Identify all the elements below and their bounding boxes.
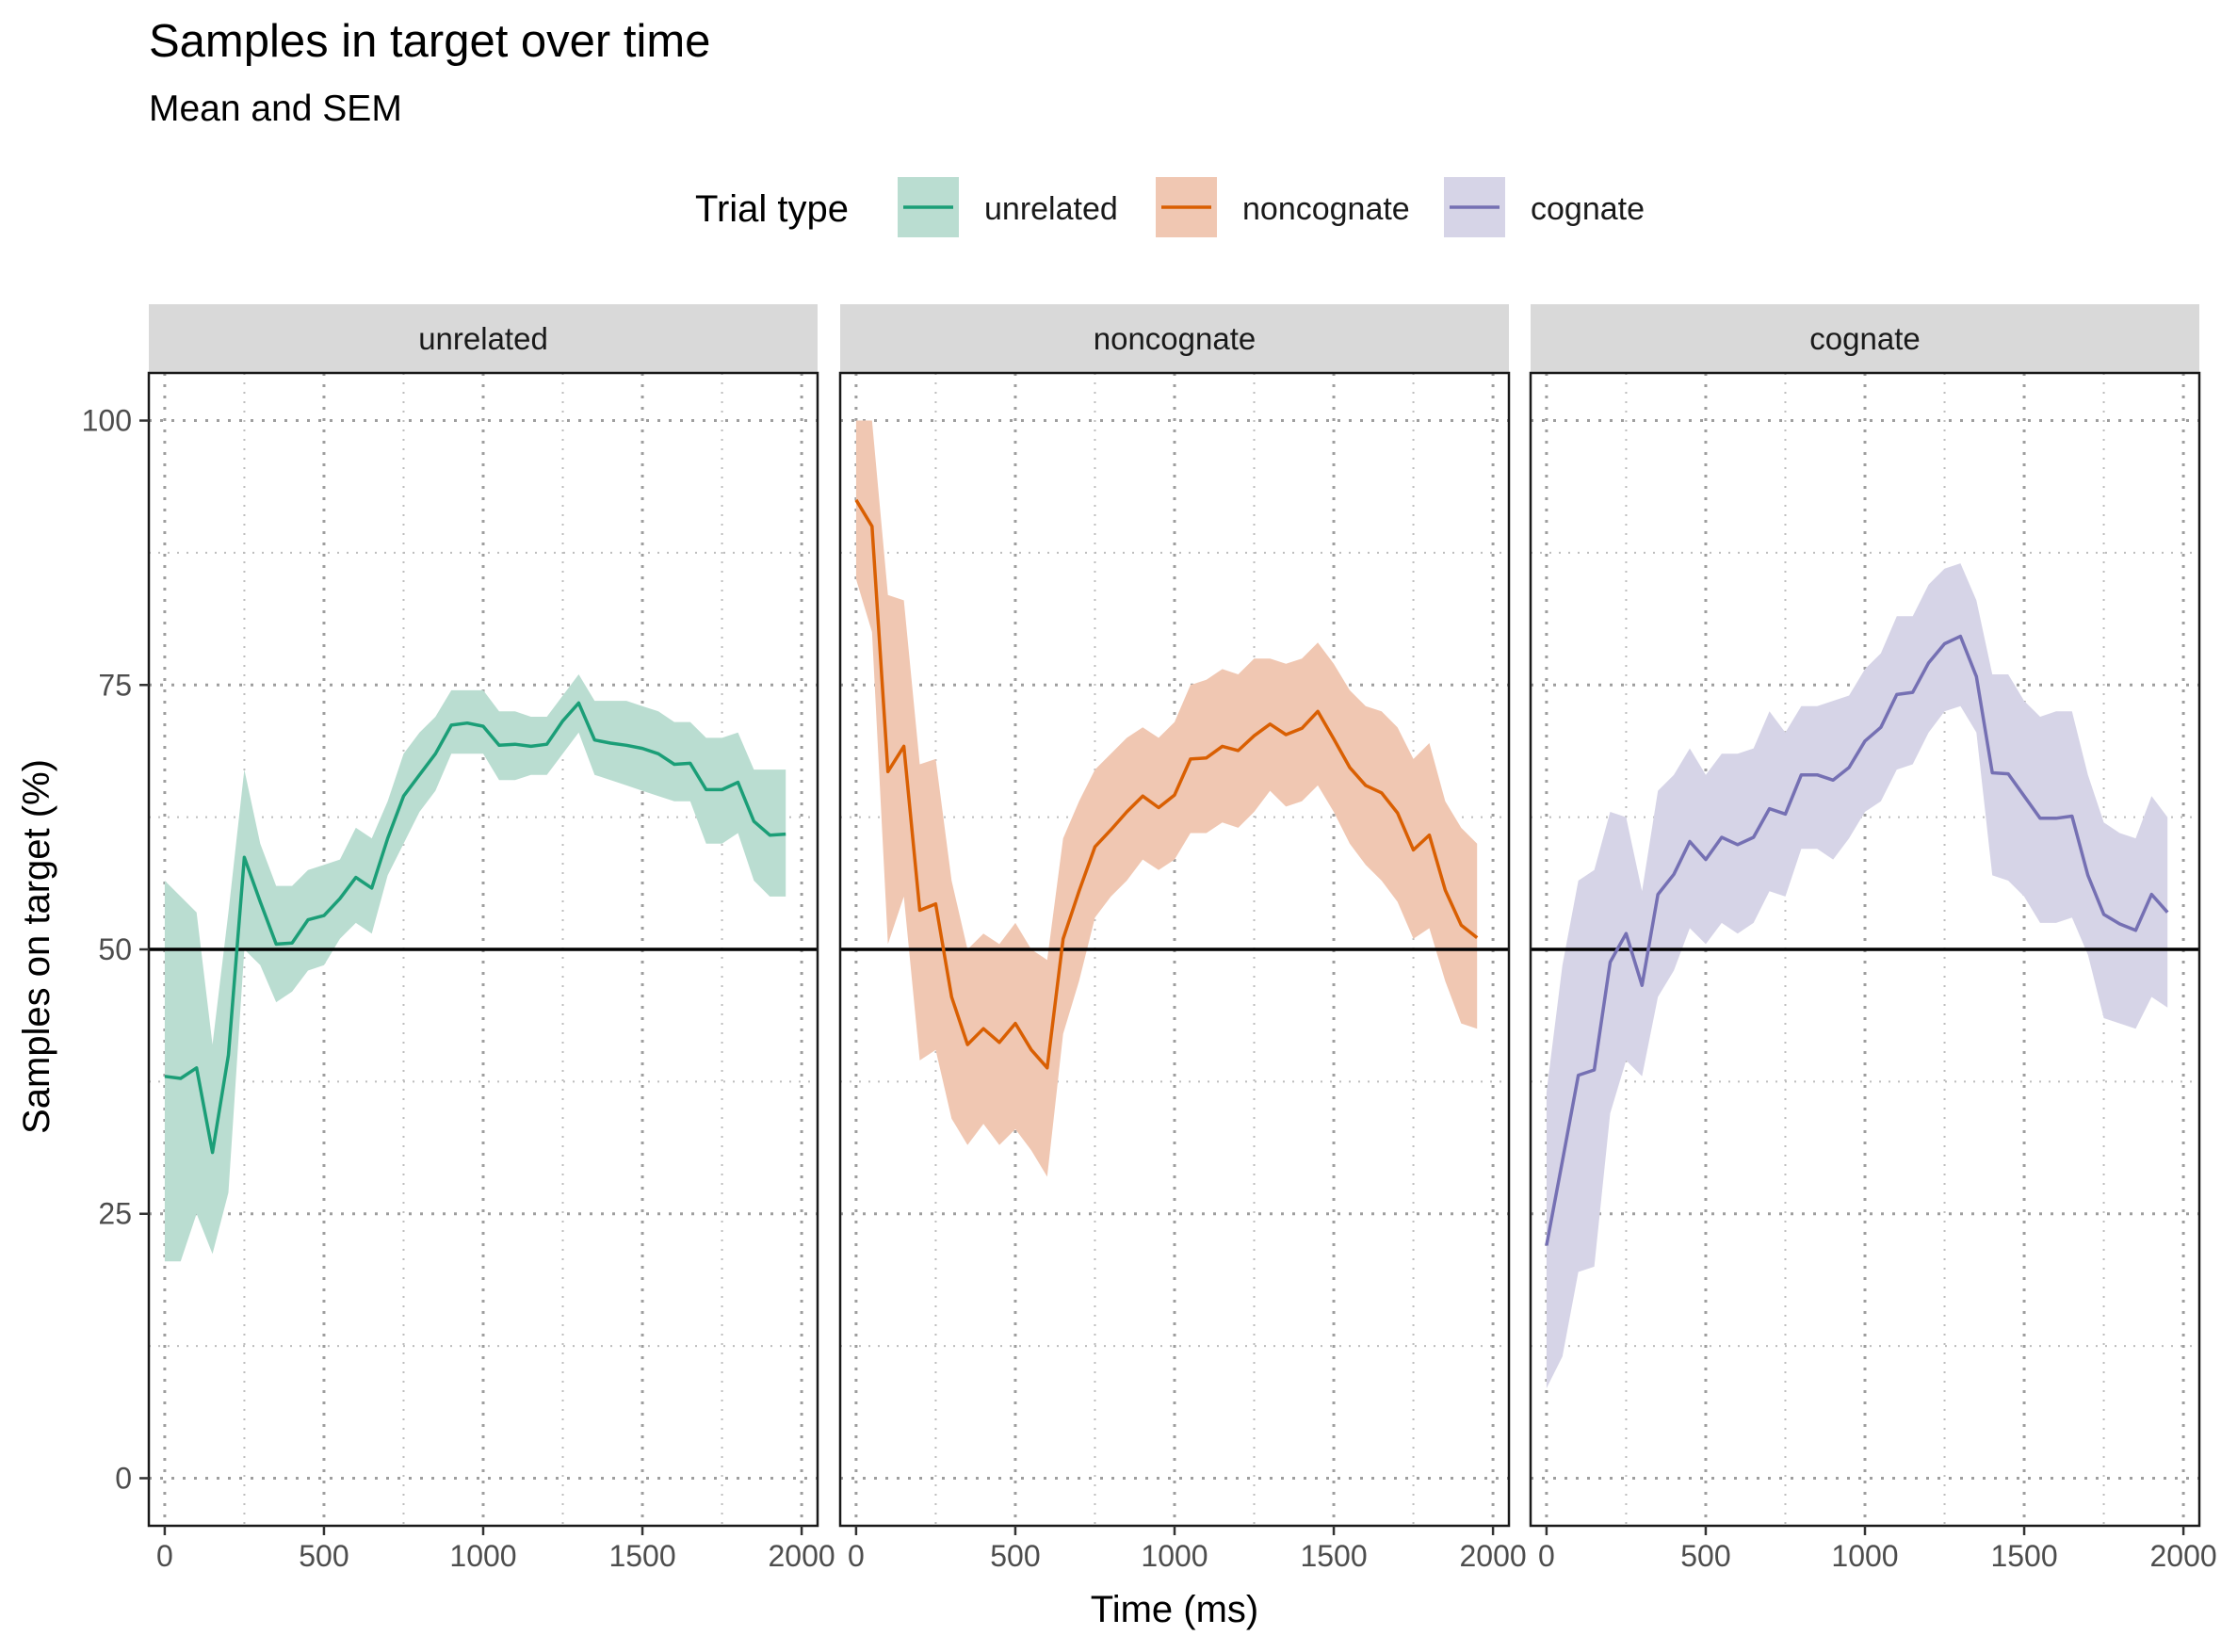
legend-item-cognate: cognate [1444,177,1645,237]
mean-line-unrelated [164,701,786,1155]
strip-unrelated [149,304,818,373]
x-tick-label: 2000 [769,1539,835,1573]
x-tick-label: 500 [990,1539,1040,1573]
legend-item-noncognate: noncognate [1156,177,1410,237]
legend-item-unrelated: unrelated [898,177,1118,237]
legend-label-cognate: cognate [1531,191,1645,227]
y-tick-label: 25 [98,1197,132,1231]
strip-label-cognate: cognate [1809,321,1920,356]
chart-subtitle: Mean and SEM [149,89,402,129]
y-tick-label: 75 [98,668,132,702]
legend: Trial type unrelated noncognate cognate [695,177,1645,237]
sem-ribbon-noncognate [855,420,1478,1177]
strip-noncognate [840,304,1509,373]
x-tick-label: 500 [1680,1539,1730,1573]
x-tick-label: 500 [299,1539,349,1573]
y-axis-title: Samples on target (%) [16,759,57,1134]
x-tick-label: 1000 [449,1539,516,1573]
panels: unrelated 0 500 1000 1500 2000 noncognate 0 500 1… [147,304,2217,1573]
x-tick-label: 0 [1538,1539,1555,1573]
x-tick-label: 1000 [1141,1539,1208,1573]
mean-line-cognate [1545,634,2169,1246]
y-tick-label: 50 [98,932,132,966]
sem-ribbon-cognate [1546,563,2168,1388]
x-tick-label: 1000 [1831,1539,1898,1573]
y-axis: 0 25 50 75 100 [82,404,149,1495]
legend-title: Trial type [695,188,849,230]
panel-unrelated: unrelated 0 500 1000 1500 2000 [147,304,835,1573]
panel-cognate: cognate 0 500 1000 1500 2000 [1529,304,2217,1573]
x-tick-label: 2000 [2150,1539,2217,1573]
legend-label-unrelated: unrelated [984,191,1118,227]
strip-label-noncognate: noncognate [1094,321,1256,356]
x-axis-title: Time (ms) [1091,1589,1258,1630]
x-tick-label: 0 [156,1539,173,1573]
strip-cognate [1531,304,2199,373]
y-tick-label: 0 [115,1461,132,1495]
legend-label-noncognate: noncognate [1242,191,1410,227]
x-tick-label: 2000 [1460,1539,1527,1573]
strip-label-unrelated: unrelated [418,321,548,356]
sem-ribbon-unrelated [164,674,786,1262]
x-tick-label: 0 [848,1539,865,1573]
x-tick-label: 1500 [1300,1539,1367,1573]
x-tick-label: 1500 [1990,1539,2057,1573]
chart-title: Samples in target over time [149,16,710,67]
x-tick-label: 1500 [608,1539,675,1573]
y-tick-label: 100 [82,404,132,438]
mean-line-noncognate [854,498,1479,1070]
panel-noncognate: noncognate 0 500 1000 1500 2000 [838,304,1527,1573]
